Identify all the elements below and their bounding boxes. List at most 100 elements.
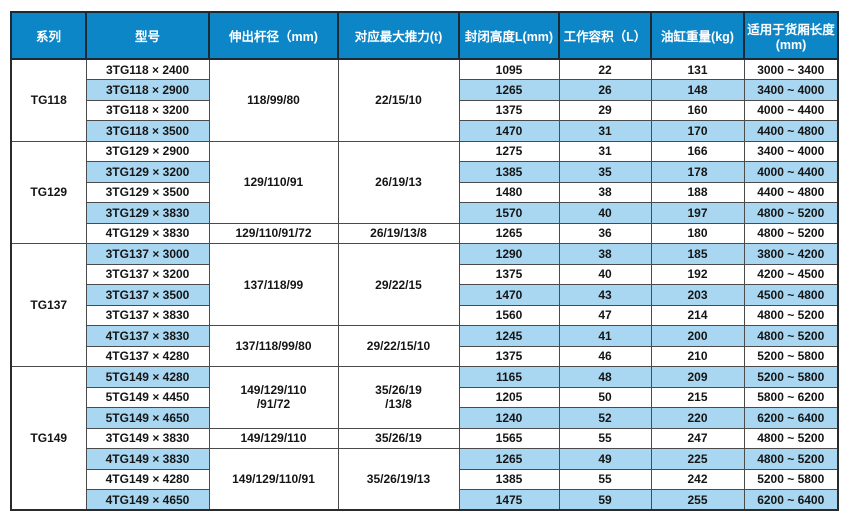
height-cell: 1480 — [458, 181, 560, 203]
table-row: 3TG129 × 3200 1385 35 178 4000 ~ 4400 — [11, 161, 839, 183]
col-header-model: 型号 — [85, 11, 210, 60]
col-header-series: 系列 — [10, 11, 87, 60]
volume-cell: 36 — [558, 222, 652, 244]
rod-cell: 118/99/80 — [208, 58, 339, 142]
height-cell: 1475 — [458, 489, 560, 511]
model-cell: 5TG149 × 4280 — [85, 366, 210, 388]
thrust-cell: 29/22/15 — [337, 243, 460, 326]
thrust-cell: 29/22/15/10 — [337, 325, 460, 367]
weight-cell: 131 — [650, 58, 745, 80]
volume-cell: 31 — [558, 140, 652, 162]
weight-cell: 192 — [650, 263, 745, 285]
range-cell: 5200 ~ 5800 — [743, 345, 839, 367]
volume-cell: 31 — [558, 120, 652, 142]
volume-cell: 26 — [558, 79, 652, 101]
table-row: 4TG137 × 4280 1375 46 210 5200 ~ 5800 — [11, 345, 839, 367]
table-row: TG137 3TG137 × 3000 137/118/99 29/22/15 … — [10, 243, 839, 367]
table-row: 3TG129 × 3500 1480 38 188 4400 ~ 4800 — [11, 181, 839, 203]
table-row: 3TG137 × 3200 1375 40 192 4200 ~ 4500 — [11, 263, 839, 285]
volume-cell: 38 — [558, 243, 652, 265]
range-cell: 3400 ~ 4000 — [743, 79, 839, 101]
col-header-working-volume: 工作容积（L） — [558, 11, 652, 60]
weight-cell: 255 — [650, 489, 745, 511]
col-header-closed-height: 封闭高度L(mm) — [458, 11, 560, 60]
height-cell: 1165 — [458, 366, 560, 388]
weight-cell: 166 — [650, 140, 745, 162]
weight-cell: 188 — [650, 181, 745, 203]
rod-cell: 129/110/91/72 — [208, 222, 339, 244]
table-row: 3TG137 × 3500 1470 43 203 4500 ~ 4800 — [11, 284, 839, 306]
model-cell: 3TG129 × 3200 — [85, 161, 210, 183]
volume-cell: 35 — [558, 161, 652, 183]
weight-cell: 242 — [650, 468, 745, 490]
height-cell: 1470 — [458, 284, 560, 306]
height-cell: 1240 — [458, 407, 560, 429]
height-cell: 1290 — [458, 243, 560, 265]
range-cell: 4500 ~ 4800 — [743, 284, 839, 306]
volume-cell: 52 — [558, 407, 652, 429]
height-cell: 1265 — [458, 448, 560, 470]
range-cell: 3400 ~ 4000 — [743, 140, 839, 162]
model-cell: 4TG129 × 3830 — [85, 222, 210, 244]
model-cell: 4TG137 × 4280 — [85, 345, 210, 367]
thrust-cell: 26/19/13/8 — [337, 222, 460, 244]
weight-cell: 178 — [650, 161, 745, 183]
rod-cell: 149/129/110/91 — [208, 448, 339, 511]
table-row: 5TG149 × 4650 1240 52 220 6200 ~ 6400 — [11, 407, 839, 429]
model-cell: 3TG118 × 2900 — [85, 79, 210, 101]
range-cell: 4800 ~ 5200 — [743, 304, 839, 326]
table-row: 4TG129 × 3830 129/110/91/72 26/19/13/8 1… — [11, 222, 839, 244]
rod-cell: 137/118/99 — [208, 243, 339, 326]
model-cell: 3TG149 × 3830 — [85, 427, 210, 449]
model-cell: 3TG118 × 3500 — [85, 120, 210, 142]
table-row: TG118 3TG118 × 2400 118/99/80 22/15/10 1… — [10, 58, 839, 142]
model-cell: 4TG149 × 4650 — [85, 489, 210, 511]
table-row: 3TG118 × 3200 1375 29 160 4000 ~ 4400 — [11, 99, 839, 121]
weight-cell: 200 — [650, 325, 745, 347]
volume-cell: 55 — [558, 427, 652, 449]
range-cell: 4400 ~ 4800 — [743, 181, 839, 203]
volume-cell: 38 — [558, 181, 652, 203]
thrust-cell: 35/26/19 /13/8 — [337, 366, 460, 429]
volume-cell: 50 — [558, 386, 652, 408]
weight-cell: 203 — [650, 284, 745, 306]
model-cell: 3TG118 × 3200 — [85, 99, 210, 121]
table-row: 3TG129 × 3830 1570 40 197 4800 ~ 5200 — [11, 202, 839, 224]
weight-cell: 210 — [650, 345, 745, 367]
height-cell: 1375 — [458, 345, 560, 367]
height-cell: 1095 — [458, 58, 560, 80]
weight-cell: 215 — [650, 386, 745, 408]
table-row: 4TG137 × 3830 137/118/99/80 29/22/15/10 … — [11, 325, 839, 367]
weight-cell: 225 — [650, 448, 745, 470]
model-cell: 4TG137 × 3830 — [85, 325, 210, 347]
series-cell: TG129 — [10, 140, 87, 244]
table-row: TG149 5TG149 × 4280 149/129/110 /91/72 3… — [10, 366, 839, 511]
table-row: TG129 3TG129 × 2900 129/110/91 26/19/13 … — [10, 140, 839, 244]
range-cell: 5200 ~ 5800 — [743, 366, 839, 388]
height-cell: 1385 — [458, 468, 560, 490]
model-cell: 3TG137 × 3000 — [85, 243, 210, 265]
range-cell: 3800 ~ 4200 — [743, 243, 839, 265]
weight-cell: 214 — [650, 304, 745, 326]
height-cell: 1375 — [458, 263, 560, 285]
model-cell: 5TG149 × 4650 — [85, 407, 210, 429]
volume-cell: 49 — [558, 448, 652, 470]
model-cell: 3TG137 × 3830 — [85, 304, 210, 326]
model-cell: 3TG129 × 3830 — [85, 202, 210, 224]
range-cell: 4800 ~ 5200 — [743, 202, 839, 224]
height-cell: 1275 — [458, 140, 560, 162]
table-row: 4TG149 × 3830 149/129/110/91 35/26/19/13… — [11, 448, 839, 511]
thrust-cell: 35/26/19 — [337, 427, 460, 449]
range-cell: 4800 ~ 5200 — [743, 325, 839, 347]
col-header-max-thrust: 对应最大推力(t) — [337, 11, 460, 60]
table-row: 3TG118 × 2900 1265 26 148 3400 ~ 4000 — [11, 79, 839, 101]
model-cell: 3TG137 × 3200 — [85, 263, 210, 285]
thrust-cell: 22/15/10 — [337, 58, 460, 142]
table-row: 3TG149 × 3830 149/129/110 35/26/19 1565 … — [11, 427, 839, 449]
model-cell: 5TG149 × 4450 — [85, 386, 210, 408]
range-cell: 4000 ~ 4400 — [743, 99, 839, 121]
table-row: 4TG149 × 4650 1475 59 255 6200 ~ 6400 — [11, 489, 839, 511]
volume-cell: 29 — [558, 99, 652, 121]
rod-cell: 137/118/99/80 — [208, 325, 339, 367]
model-cell: 3TG129 × 2900 — [85, 140, 210, 162]
